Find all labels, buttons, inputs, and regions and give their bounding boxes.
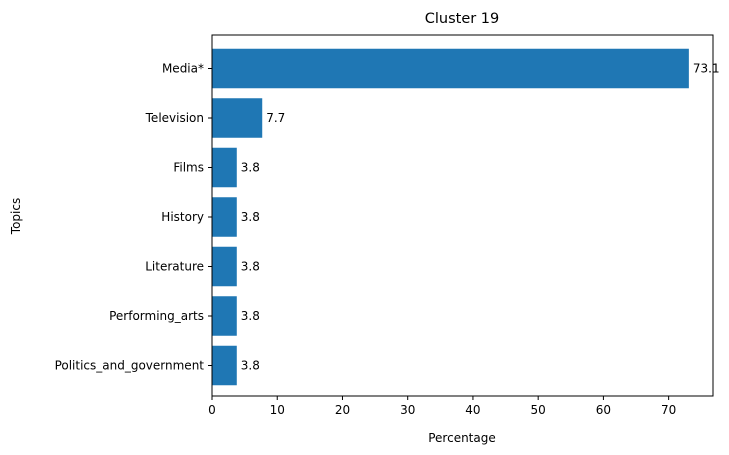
data-label: 7.7 — [266, 111, 285, 125]
y-tick-label: Literature — [145, 260, 204, 274]
x-tick-label: 20 — [335, 403, 350, 417]
bar-television — [212, 98, 263, 138]
bar-media — [212, 48, 689, 89]
data-label: 3.8 — [241, 309, 260, 323]
x-tick-label: 60 — [596, 403, 611, 417]
bar-politics-and-government — [212, 345, 237, 386]
data-labels-layer: 73.1 7.7 3.8 3.8 3.8 3.8 3.8 — [241, 62, 720, 373]
bar-history — [212, 197, 237, 237]
y-axis: Media* Television Films History Literature Pe… — [55, 62, 212, 373]
y-tick-label: Media* — [162, 62, 204, 76]
data-label: 3.8 — [241, 260, 260, 274]
bar-performing-arts — [212, 296, 237, 336]
x-tick-label: 30 — [400, 403, 415, 417]
y-tick-label: Politics_and_government — [55, 359, 205, 373]
x-tick-label: 0 — [208, 403, 216, 417]
data-label: 3.8 — [241, 161, 260, 175]
data-label: 73.1 — [693, 62, 720, 76]
bars-layer — [212, 48, 689, 386]
x-tick-label: 40 — [465, 403, 480, 417]
bar-literature — [212, 246, 237, 287]
y-tick-label: Performing_arts — [109, 309, 204, 323]
x-tick-label: 10 — [270, 403, 285, 417]
plot-frame — [211, 34, 714, 397]
chart-title: Cluster 19 — [425, 11, 500, 27]
x-axis: 0 10 20 30 40 50 60 70 — [208, 396, 676, 417]
data-label: 3.8 — [241, 359, 260, 373]
x-tick-label: 50 — [531, 403, 546, 417]
data-label: 3.8 — [241, 210, 260, 224]
x-tick-label: 70 — [661, 403, 676, 417]
y-axis-label: Topics — [9, 198, 23, 235]
x-axis-label: Percentage — [428, 431, 496, 445]
bar-films — [212, 147, 237, 188]
y-tick-label: History — [161, 210, 204, 224]
y-tick-label: Films — [173, 161, 204, 175]
y-tick-label: Television — [145, 111, 204, 125]
